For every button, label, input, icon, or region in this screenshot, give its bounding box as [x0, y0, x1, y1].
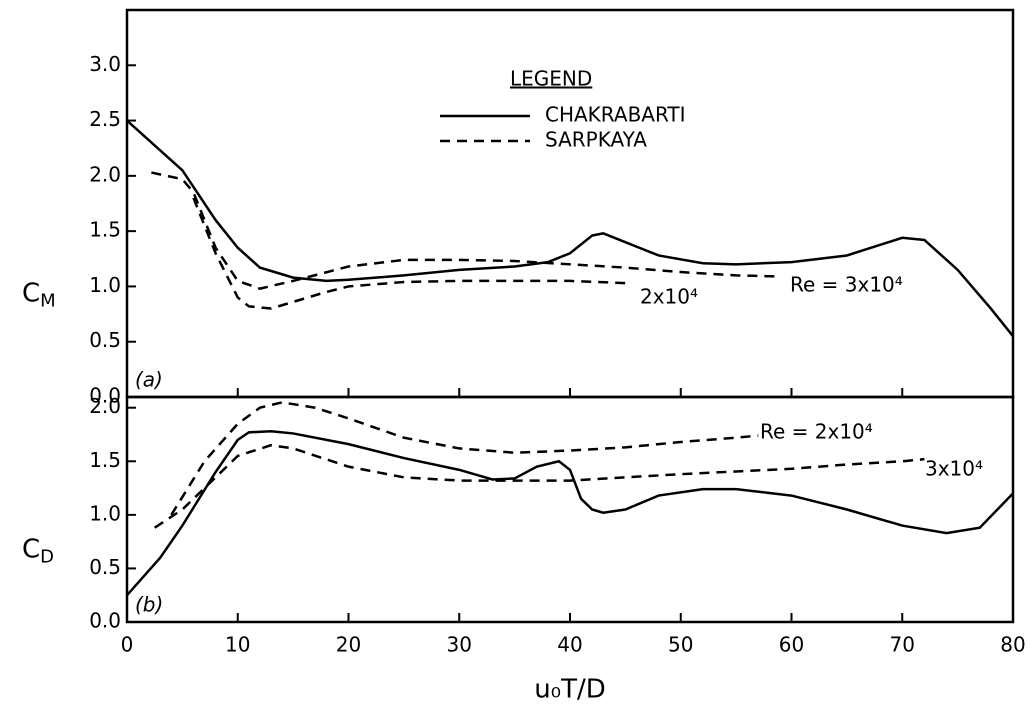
series-annotation: 2x10⁴ — [640, 285, 698, 309]
y-tick-label: 2.0 — [89, 162, 121, 186]
panel-label: (a) — [135, 368, 163, 392]
x-tick-label: 80 — [1000, 633, 1025, 657]
y-tick-label: 1.5 — [89, 448, 121, 472]
y-tick-label: 0.0 — [89, 609, 121, 633]
x-tick-label: 0 — [121, 633, 134, 657]
series-annotation: Re = 3x10⁴ — [790, 273, 903, 297]
x-tick-label: 10 — [225, 633, 250, 657]
x-tick-label: 70 — [890, 633, 915, 657]
x-tick-label: 20 — [336, 633, 361, 657]
series-line — [154, 443, 925, 529]
y-tick-label: 2.0 — [89, 394, 121, 418]
legend-label: CHAKRABARTI — [545, 103, 686, 127]
legend-label: SARPKAYA — [545, 128, 647, 152]
y-tick-label: 1.0 — [89, 501, 121, 525]
y-axis-label-sub: D — [40, 547, 54, 568]
y-tick-label: 1.5 — [89, 218, 121, 242]
x-tick-label: 50 — [668, 633, 693, 657]
y-tick-label: 0.5 — [89, 555, 121, 579]
legend-title: LEGEND — [510, 67, 592, 91]
y-tick-label: 0.0 — [89, 384, 121, 408]
series-line — [126, 119, 1014, 337]
y-tick-label: 2.5 — [89, 107, 121, 131]
y-axis-label-sub: M — [40, 291, 56, 312]
x-tick-label: 30 — [447, 633, 472, 657]
x-tick-label: 60 — [779, 633, 804, 657]
series-annotation: Re = 2x10⁴ — [760, 420, 873, 444]
series-line — [151, 171, 781, 290]
y-tick-label: 0.5 — [89, 328, 121, 352]
series-annotation: 3x10⁴ — [925, 457, 983, 481]
series-line — [170, 401, 759, 516]
y-tick-label: 1.0 — [89, 273, 121, 297]
panel-label: (b) — [135, 593, 163, 617]
y-tick-label: 3.0 — [89, 52, 121, 76]
series-line — [192, 197, 626, 310]
series-line — [126, 430, 1014, 597]
y-axis-label: CD — [22, 534, 54, 568]
x-axis-label: u₀T/D — [534, 675, 606, 705]
y-axis-label: CM — [22, 278, 56, 312]
y-axis-label-main: C — [22, 534, 40, 564]
x-tick-label: 40 — [557, 633, 582, 657]
y-axis-label-main: C — [22, 278, 40, 308]
